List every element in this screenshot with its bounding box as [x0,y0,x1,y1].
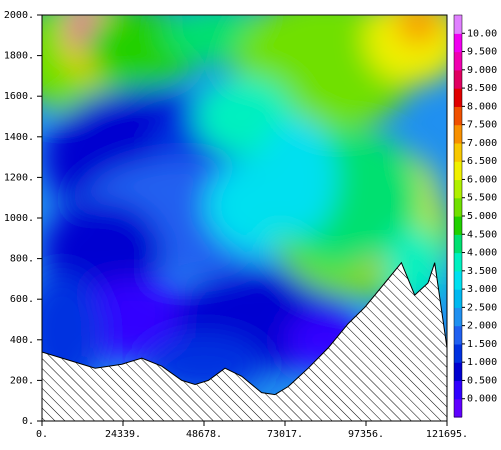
colorbar-swatch [454,362,462,382]
colorbar-swatch [454,380,462,400]
y-tick-label: 400. [10,335,34,346]
x-tick-label: 48678. [186,429,222,440]
terrain-hatch [41,261,448,422]
colorbar-label: 9.500 [467,47,497,58]
colorbar-swatch [454,15,462,34]
colorbar-label: 7.000 [467,138,497,149]
colorbar-swatch [454,343,462,363]
colorbar-label: 0.000 [467,394,497,405]
y-tick-label: 1800. [4,51,34,62]
x-axis: 0. 24339. 48678. 73017. 97356. 121695. [36,421,468,440]
colorbar-label: 3.500 [467,266,497,277]
x-tick-label: 121695. [426,429,468,440]
x-tick-label: 0. [36,429,48,440]
colorbar-swatch [454,33,462,53]
colorbar-swatch [454,88,462,107]
colorbar-swatch [454,124,462,144]
colorbar-swatch [454,161,462,181]
colorbar-swatch [454,289,462,308]
colorbar-label: 6.000 [467,174,497,185]
colorbar-label: 8.500 [467,83,497,94]
colorbar-swatch [454,252,462,272]
colorbar-label: 1.500 [467,339,497,350]
colorbar-label: 4.500 [467,229,497,240]
y-tick-label: 600. [10,294,34,305]
colorbar-label: 3.000 [467,284,497,295]
field-blobs [42,15,447,395]
x-tick-label: 97356. [348,429,384,440]
colorbar-label: 8.000 [467,101,497,112]
y-tick-label: 1200. [4,172,34,183]
colorbar-label: 4.000 [467,248,497,259]
colorbar-label: 5.500 [467,193,497,204]
y-tick-label: 200. [10,375,34,386]
colorbar-label: 6.500 [467,156,497,167]
y-axis: 0. 200. 400. 600. 800. 1000. 1200. 1400. 1600. 18… [4,10,42,427]
y-tick-label: 2000. [4,10,34,21]
colorbar-swatch [454,216,462,235]
colorbar-swatch [454,106,462,126]
colorbar-label: 5.000 [467,211,497,222]
colorbar-swatch [454,197,462,217]
colorbar-swatch [454,234,462,254]
y-tick-label: 1000. [4,213,34,224]
colorbar-swatch [454,142,462,162]
colorbar-label: 9.000 [467,65,497,76]
colorbar-label: 0.500 [467,375,497,386]
colorbar-swatch [454,398,462,418]
field-blob-7 [396,15,441,44]
y-tick-label: 1400. [4,132,34,143]
colorbar-swatch [454,69,462,89]
y-tick-label: 800. [10,254,34,265]
colorbar-label: 7.500 [467,120,497,131]
colorbar-swatch [454,307,462,327]
colorbar-label: 10.00 [467,28,497,39]
contour-field [42,15,447,421]
colorbar-label: 2.000 [467,321,497,332]
x-tick-label: 24339. [105,429,141,440]
colorbar-swatch [454,51,462,71]
y-tick-label: 1600. [4,91,34,102]
terrain-layer [41,261,448,422]
colorbar: 0.000 0.500 1.000 1.500 2.000 2.500 3.000 3.500… [453,14,497,418]
x-tick-label: 73017. [267,429,303,440]
colorbar-swatch [454,270,462,290]
y-tick-label: 0. [22,416,34,427]
colorbar-label: 2.500 [467,302,497,313]
colorbar-label: 1.000 [467,357,497,368]
field-blob-21 [257,117,338,238]
colorbar-swatch [454,325,462,345]
colorbar-swatch [454,179,462,199]
